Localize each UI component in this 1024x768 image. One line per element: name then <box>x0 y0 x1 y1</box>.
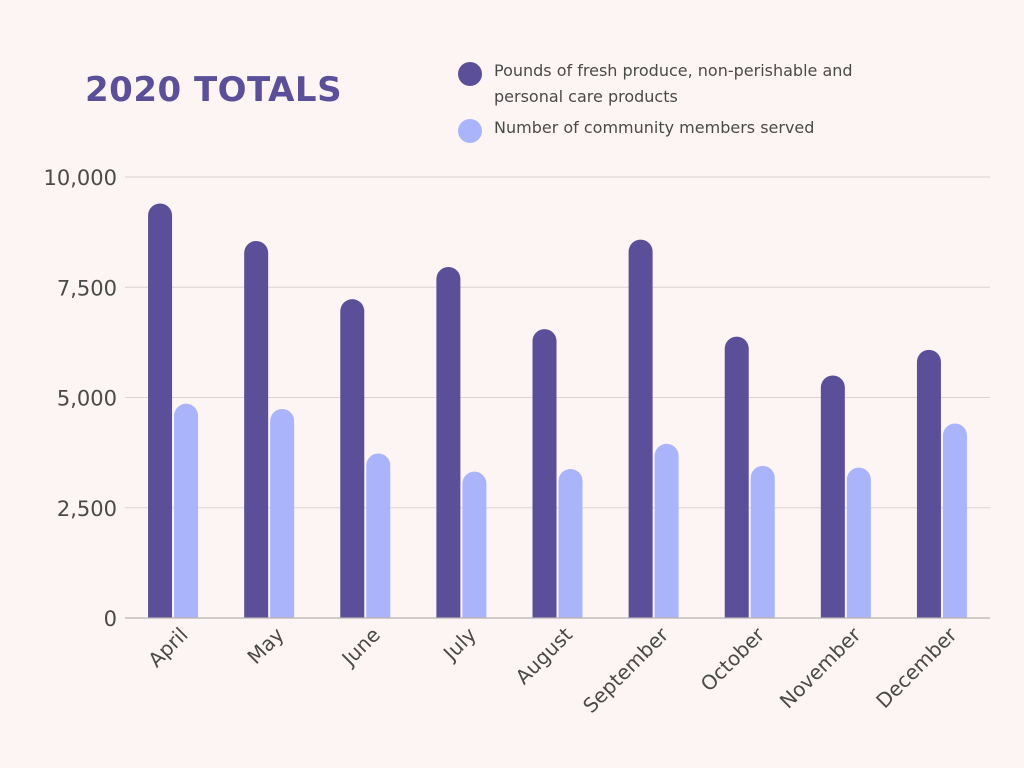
bar-pounds <box>628 239 653 618</box>
bar-members <box>942 423 967 618</box>
x-tick-label: June <box>336 623 385 672</box>
bar-members <box>846 467 871 618</box>
y-tick-label: 2,500 <box>57 497 117 521</box>
x-tick-label: December <box>871 622 962 713</box>
bar-pounds <box>148 203 173 618</box>
bar-pounds <box>532 329 557 618</box>
legend-label-pounds: Pounds of fresh produce, non-perishable … <box>494 61 853 106</box>
bar-members <box>366 453 391 618</box>
x-tick-label: May <box>242 622 288 668</box>
legend-item-pounds: Pounds of fresh produce, non-perishable … <box>458 58 918 110</box>
x-tick-label: October <box>696 622 770 696</box>
bar-members <box>750 465 775 618</box>
x-tick-label: July <box>437 622 481 666</box>
x-tick-label: September <box>578 622 674 718</box>
x-tick-label: November <box>775 622 866 713</box>
legend-label-members: Number of community members served <box>494 118 815 137</box>
bar-pounds <box>916 349 941 618</box>
bar-pounds <box>820 375 845 618</box>
y-tick-label: 10,000 <box>44 166 117 190</box>
bar-pounds <box>436 266 461 618</box>
x-tick-label: August <box>511 622 578 689</box>
bar-members <box>270 408 295 618</box>
bar-members <box>558 468 583 618</box>
legend-swatch-members <box>458 119 482 143</box>
bar-pounds <box>340 299 365 618</box>
y-tick-label: 0 <box>104 607 117 631</box>
legend-swatch-pounds <box>458 62 482 86</box>
legend-item-members: Number of community members served <box>458 115 918 143</box>
legend: Pounds of fresh produce, non-perishable … <box>458 58 918 146</box>
chart-title: 2020 TOTALS <box>85 70 343 110</box>
bar-members <box>462 471 487 618</box>
bar-pounds <box>244 240 269 618</box>
bar-pounds <box>724 336 749 618</box>
x-tick-label: April <box>143 623 192 672</box>
y-tick-label: 7,500 <box>57 276 117 300</box>
bar-members <box>174 403 199 618</box>
y-tick-label: 5,000 <box>57 387 117 411</box>
bar-members <box>654 443 679 618</box>
